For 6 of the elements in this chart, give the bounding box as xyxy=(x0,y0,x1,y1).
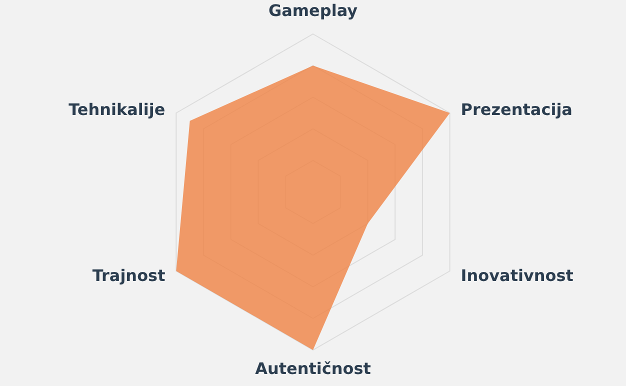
spoke-label: Inovativnost xyxy=(460,266,574,285)
spoke-label: Prezentacija xyxy=(460,100,572,119)
spoke-label: Gameplay xyxy=(268,1,358,20)
spoke-label: Tehnikalije xyxy=(68,100,166,119)
spoke-label: Autentičnost xyxy=(255,359,372,378)
spoke-label: Trajnost xyxy=(92,266,166,285)
